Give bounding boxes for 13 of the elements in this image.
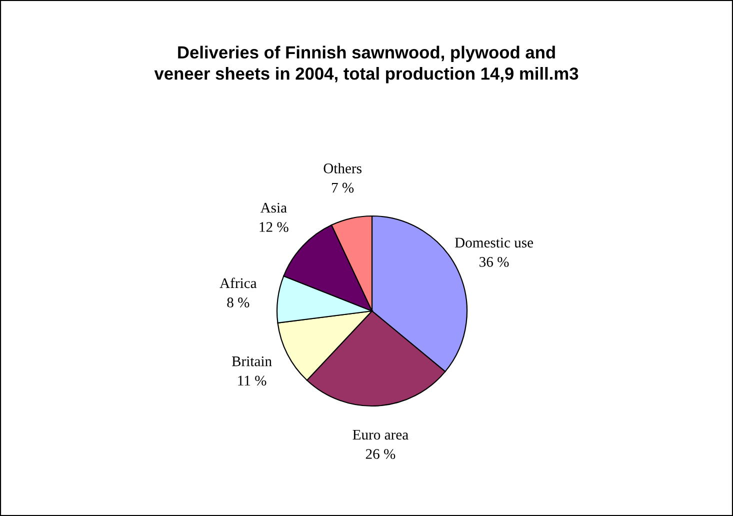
data-label: 26 % xyxy=(366,449,396,459)
slice-label: Domestic use xyxy=(454,238,534,248)
chart-title: Deliveries of Finnish sawnwood, plywood and veneer sheets in 2004, total production 14,9 mill.m3 xyxy=(154,46,578,84)
data-label: 11 % xyxy=(238,376,266,386)
data-label: 7 % xyxy=(332,182,354,193)
data-label: 8 % xyxy=(227,298,250,308)
slice-label: Euro area xyxy=(352,430,408,440)
data-label: 12 % xyxy=(260,222,288,232)
slice-label: Africa xyxy=(220,278,257,288)
slice-label: Britain xyxy=(232,356,272,366)
slice-label: Others xyxy=(324,163,362,174)
slice-label: Asia xyxy=(260,202,287,213)
data-label: 36 % xyxy=(480,257,509,267)
